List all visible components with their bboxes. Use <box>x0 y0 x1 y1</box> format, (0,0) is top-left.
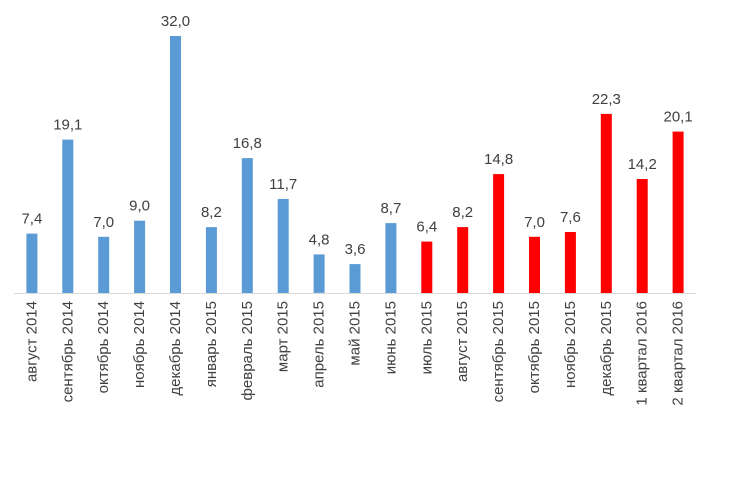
value-label-7: 16,8 <box>233 135 262 152</box>
tick-label-17: декабрь 2015 <box>598 301 615 396</box>
bar-9 <box>313 254 325 293</box>
tick-label-1: август 2014 <box>23 301 40 382</box>
tick-label-6: январь 2015 <box>203 301 220 387</box>
value-label-19: 20,1 <box>663 109 692 126</box>
bar-13 <box>457 227 469 293</box>
value-label-15: 7,0 <box>524 214 545 231</box>
bar-6 <box>205 227 217 293</box>
tick-label-9: апрель 2015 <box>311 301 328 388</box>
tick-labels-group: август 2014 сентябрь 2014 октябрь 2014 нояб… <box>23 301 686 406</box>
value-label-5: 32,0 <box>161 13 190 30</box>
value-label-12: 6,4 <box>416 219 437 236</box>
tick-label-16: ноябрь 2015 <box>562 301 579 388</box>
value-label-3: 7,0 <box>93 214 114 231</box>
tick-label-19: 2 квартал 2016 <box>670 301 687 406</box>
tick-label-5: декабрь 2014 <box>167 301 184 396</box>
value-label-14: 14,8 <box>484 151 513 168</box>
value-label-8: 11,7 <box>269 176 297 193</box>
value-label-1: 7,4 <box>21 211 42 228</box>
bar-5 <box>170 36 181 293</box>
bar-18 <box>636 179 648 293</box>
tick-label-12: июль 2015 <box>418 301 435 374</box>
tick-label-2: сентябрь 2014 <box>59 301 76 402</box>
bar-17 <box>600 113 612 294</box>
value-label-4: 9,0 <box>129 198 150 215</box>
tick-label-8: март 2015 <box>275 301 292 372</box>
tick-label-14: сентябрь 2015 <box>490 301 507 402</box>
bar-11 <box>385 223 397 293</box>
value-label-16: 7,6 <box>560 209 581 226</box>
tick-label-3: октябрь 2014 <box>95 301 112 393</box>
value-label-18: 14,2 <box>628 156 657 173</box>
bar-8 <box>277 199 289 293</box>
bar-7 <box>241 158 253 293</box>
tick-label-7: февраль 2015 <box>239 301 256 400</box>
bar-1 <box>26 233 38 293</box>
tick-label-4: ноябрь 2014 <box>131 301 148 388</box>
bar-19 <box>672 131 684 293</box>
value-label-2: 19,1 <box>53 117 82 134</box>
bar-4 <box>134 220 146 293</box>
bar-12 <box>421 241 433 293</box>
bar-16 <box>564 232 576 293</box>
bar-10 <box>349 264 361 293</box>
value-label-17: 22,3 <box>592 91 621 108</box>
bar-15 <box>529 236 540 293</box>
bar-14 <box>493 174 505 293</box>
value-labels-group: 7,4 19,1 7,0 9,0 32,0 8,2 16,8 11,7 4,8 3,6 8,7 6,4… <box>21 13 692 258</box>
bar-2 <box>62 139 74 293</box>
bar-3 <box>98 236 110 293</box>
tick-label-13: август 2015 <box>454 301 471 382</box>
tick-label-15: октябрь 2015 <box>526 301 543 393</box>
tick-label-11: июнь 2015 <box>382 301 399 374</box>
value-label-6: 8,2 <box>201 204 222 221</box>
tick-label-10: май 2015 <box>347 301 364 366</box>
value-label-10: 3,6 <box>345 241 366 258</box>
value-label-13: 8,2 <box>452 204 473 221</box>
value-label-9: 4,8 <box>309 231 330 248</box>
tick-label-18: 1 квартал 2016 <box>634 301 651 406</box>
bars-group <box>26 36 684 294</box>
value-label-11: 8,7 <box>380 200 401 217</box>
